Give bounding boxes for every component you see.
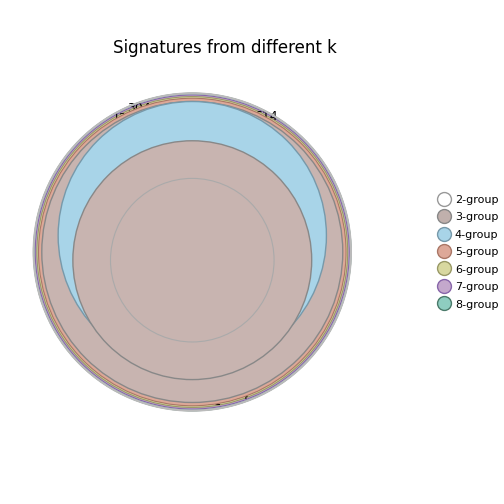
Circle shape — [58, 101, 327, 370]
Text: 51000: 51000 — [170, 258, 214, 272]
Text: 20: 20 — [268, 335, 282, 345]
Text: 620: 620 — [170, 389, 192, 399]
Text: 262: 262 — [156, 385, 177, 395]
Text: 1190: 1190 — [92, 293, 120, 303]
Text: 47: 47 — [245, 373, 260, 383]
Text: 489: 489 — [185, 394, 206, 404]
Circle shape — [37, 97, 348, 407]
Text: 15: 15 — [218, 394, 232, 404]
Circle shape — [73, 141, 311, 380]
Legend: 2-group, 3-group, 4-group, 5-group, 6-group, 7-group, 8-group: 2-group, 3-group, 4-group, 5-group, 6-gr… — [438, 194, 498, 310]
Circle shape — [38, 98, 346, 406]
Text: 6820: 6820 — [176, 110, 208, 123]
Text: 2440: 2440 — [105, 178, 134, 188]
Text: 231: 231 — [200, 398, 221, 408]
Circle shape — [35, 95, 349, 409]
Text: 1020: 1020 — [99, 195, 127, 205]
Text: 194: 194 — [227, 391, 248, 401]
Text: 181: 181 — [102, 304, 123, 314]
Text: 100: 100 — [281, 316, 301, 326]
Text: 127: 127 — [290, 205, 311, 215]
Text: 692: 692 — [287, 219, 308, 229]
Text: 17700: 17700 — [279, 278, 319, 291]
Text: 124: 124 — [113, 113, 134, 123]
Circle shape — [34, 93, 351, 411]
Text: 3040: 3040 — [128, 101, 159, 114]
Title: Signatures from different k: Signatures from different k — [113, 39, 337, 57]
Circle shape — [42, 101, 343, 403]
Text: 407: 407 — [94, 247, 115, 257]
Text: 8290: 8290 — [116, 124, 144, 134]
Text: 614: 614 — [254, 110, 278, 123]
Text: 44: 44 — [149, 365, 163, 375]
